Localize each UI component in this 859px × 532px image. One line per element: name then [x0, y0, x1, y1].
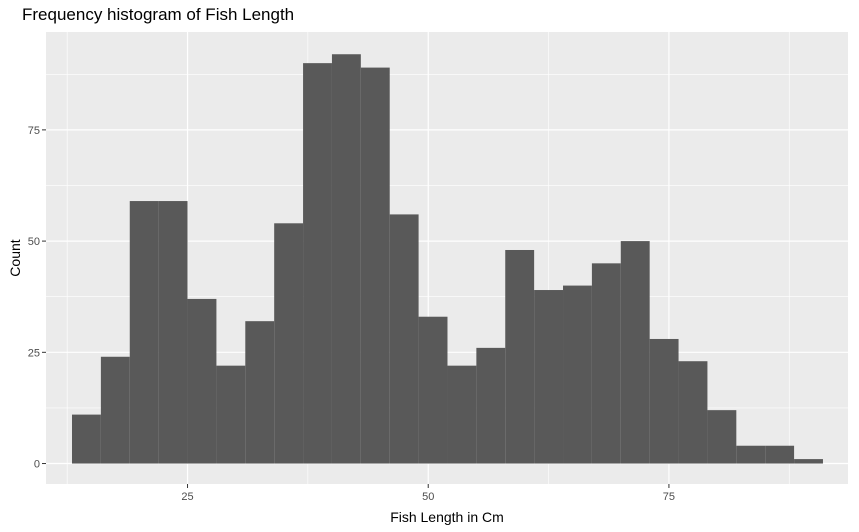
histogram-bar	[736, 445, 766, 464]
histogram-bar	[331, 54, 361, 464]
histogram-bar	[158, 201, 188, 464]
y-tick-label: 50	[28, 236, 40, 248]
x-axis-title: Fish Length in Cm	[390, 509, 504, 525]
histogram-bar	[187, 298, 217, 464]
histogram-bar	[620, 241, 650, 464]
histogram-bar	[534, 290, 564, 464]
histogram-bar	[476, 347, 506, 464]
y-axis-title: Count	[7, 239, 23, 276]
x-tick-label: 75	[663, 491, 675, 503]
histogram-bar	[707, 410, 737, 464]
histogram-bar	[563, 285, 592, 464]
histogram-bar	[794, 459, 823, 464]
chart-title: Frequency histogram of Fish Length	[22, 5, 295, 24]
histogram-bar	[245, 321, 275, 464]
histogram-bar	[303, 63, 332, 464]
histogram-bar	[129, 201, 159, 464]
y-tick-label: 75	[28, 125, 40, 137]
histogram-bar	[100, 356, 130, 464]
histogram-bar	[649, 338, 679, 464]
histogram-bar	[274, 223, 304, 464]
histogram-bar	[765, 445, 795, 464]
x-tick-label: 25	[181, 491, 193, 503]
axes: 25 50 75 0 25 50 75	[28, 125, 675, 503]
y-tick-label: 25	[28, 347, 40, 359]
histogram-bar	[447, 365, 477, 464]
histogram-bar	[71, 414, 101, 464]
histogram-bar	[360, 67, 390, 464]
histogram-bar	[418, 316, 448, 464]
y-tick-label: 0	[34, 459, 40, 471]
x-tick-label: 50	[422, 491, 434, 503]
histogram-bar	[389, 214, 419, 464]
histogram-bar	[678, 361, 708, 464]
histogram-bar	[505, 249, 535, 464]
histogram-bar	[591, 263, 621, 464]
histogram-bar	[216, 365, 246, 464]
bars	[71, 54, 823, 464]
